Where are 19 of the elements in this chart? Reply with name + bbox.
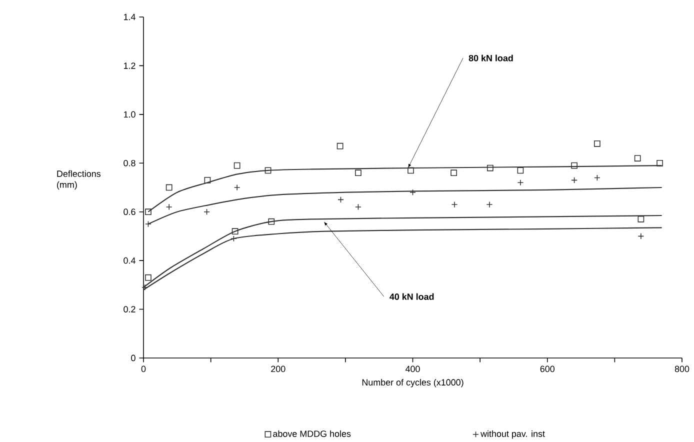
x-tick-label: 0	[141, 366, 146, 372]
legend-label: above MDDG holes	[273, 430, 351, 437]
y-tick-label: 1.0	[124, 111, 136, 118]
y-axis-title: Deflections (mm)	[57, 170, 101, 190]
annotation: 80 kN load	[468, 54, 513, 62]
legend-label: without pav. inst	[480, 430, 545, 439]
y-tick-label: 0	[131, 354, 136, 361]
x-axis-title: Number of cycles (x1000)	[362, 378, 464, 388]
x-tick-label: 400	[405, 366, 420, 372]
y-tick-label: 0.2	[124, 306, 136, 312]
y-tick-label: 1.2	[124, 62, 136, 69]
x-tick-label: 200	[271, 366, 286, 372]
y-tick-label: 0.6	[124, 208, 136, 215]
x-tick-label: 800	[674, 366, 690, 372]
y-tick-label: 0.4	[124, 257, 136, 264]
x-tick-label: 600	[540, 366, 555, 372]
y-tick-label: 1.4	[124, 14, 136, 20]
annotation: 40 kN load	[390, 293, 434, 300]
y-tick-label: 0.8	[124, 160, 136, 166]
